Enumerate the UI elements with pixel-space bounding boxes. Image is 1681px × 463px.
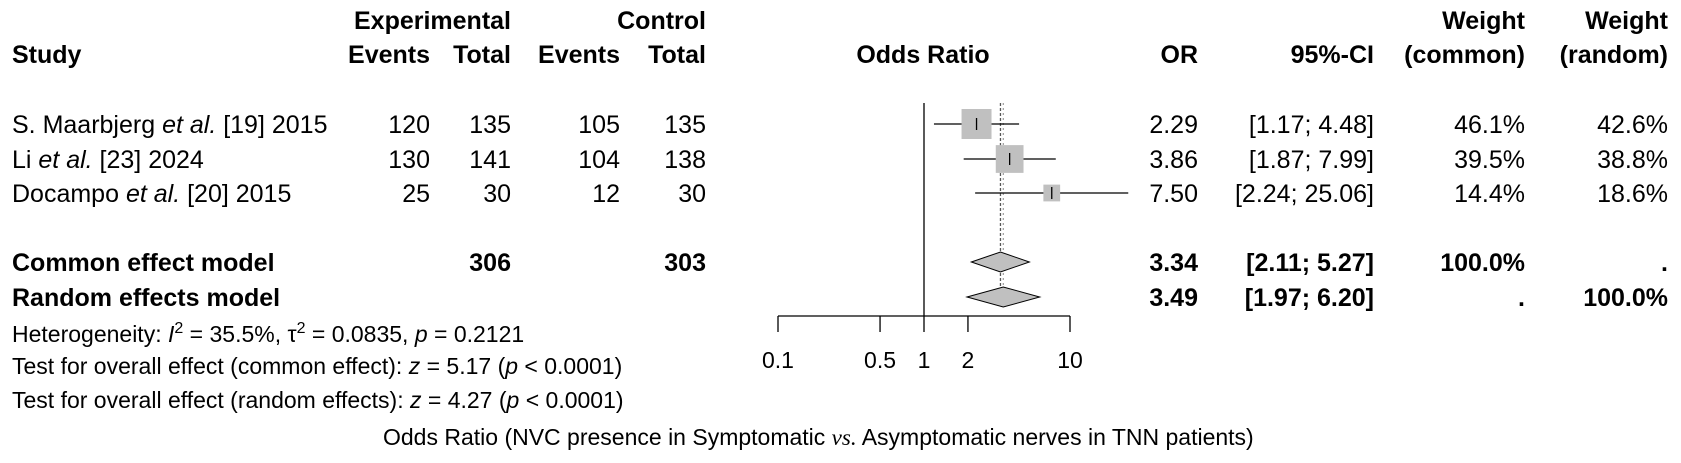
test-common-p: p [504, 353, 518, 379]
heterogeneity-text-a: Heterogeneity: [12, 321, 168, 347]
study-ref: [19] 2015 [216, 111, 327, 139]
study-events-control: 105 [578, 111, 620, 139]
model-weight-random-common: . [1661, 249, 1668, 277]
test-common-text-c: < 0.0001) [518, 353, 622, 379]
study-events-experimental: 130 [388, 146, 430, 174]
study-or: 2.29 [1149, 111, 1198, 139]
study-weight-random: 18.6% [1597, 180, 1668, 208]
study-author: Docampo [12, 180, 126, 208]
x-axis-label-vs: vs. [832, 425, 857, 450]
x-axis-label-a: Odds Ratio (NVC presence in Symptomatic [383, 424, 832, 450]
test-random-text-c: < 0.0001) [519, 387, 623, 413]
study-events-control: 12 [592, 180, 620, 208]
study-total-experimental: 135 [469, 111, 511, 139]
model-ci-random: [1.97; 6.20] [1245, 284, 1374, 312]
study-total-experimental: 30 [483, 180, 511, 208]
model-ci-common: [2.11; 5.27] [1246, 249, 1374, 277]
x-tick-label: 0.5 [864, 347, 896, 373]
study-name: Li et al. [23] 2024 [12, 146, 204, 174]
study-ci: [2.24; 25.06] [1235, 180, 1374, 208]
study-events-experimental: 25 [402, 180, 430, 208]
heterogeneity-text-b: = 35.5%, τ [183, 321, 296, 347]
heterogeneity-text-d: = 0.2121 [428, 321, 525, 347]
study-etal: et al. [126, 180, 180, 208]
study-name: Docampo et al. [20] 2015 [12, 180, 291, 208]
study-weight-common: 46.1% [1454, 111, 1525, 139]
model-or-random: 3.49 [1149, 284, 1198, 312]
study-weight-random: 38.8% [1597, 146, 1668, 174]
header-total-experimental: Total [453, 41, 511, 69]
pooled-diamond-random [965, 286, 1042, 308]
header-odds-ratio: Odds Ratio [856, 41, 989, 69]
model-weight-common-common: 100.0% [1440, 249, 1525, 277]
test-random-z: z [409, 387, 422, 413]
study-ci: [1.87; 7.99] [1249, 146, 1374, 174]
header-weight-common-line1: Weight [1442, 7, 1526, 35]
study-author: Li [12, 146, 38, 174]
test-common-note: Test for overall effect (common effect):… [12, 353, 622, 379]
study-or: 3.86 [1149, 146, 1198, 174]
model-total-control: 303 [664, 249, 706, 277]
study-etal: et al. [38, 146, 92, 174]
study-total-control: 138 [664, 146, 706, 174]
header-study: Study [12, 41, 82, 69]
header-events-experimental: Events [348, 41, 430, 69]
heterogeneity-i-symbol: I [168, 321, 175, 347]
study-events-control: 104 [578, 146, 620, 174]
study-total-experimental: 141 [469, 146, 511, 174]
header-control: Control [617, 7, 706, 35]
heterogeneity-note: Heterogeneity: I2 = 35.5%, τ2 = 0.0835, … [12, 320, 524, 347]
study-name: S. Maarbjerg et al. [19] 2015 [12, 111, 327, 139]
x-axis-label-b: Asymptomatic nerves in TNN patients) [857, 424, 1254, 450]
study-ref: [20] 2015 [180, 180, 291, 208]
x-tick-label: 10 [1057, 347, 1083, 373]
model-weight-random-random: 100.0% [1583, 284, 1668, 312]
heterogeneity-p-symbol: p [414, 321, 428, 347]
header-weight-random: (random) [1560, 41, 1668, 69]
study-rows: S. Maarbjerg et al. [19] 2015 120 135 105 13… [12, 111, 1668, 208]
model-label-random: Random effects model [12, 284, 280, 312]
heterogeneity-i-superscript: 2 [174, 320, 183, 337]
x-axis-label: Odds Ratio (NVC presence in Symptomatic … [383, 424, 1254, 450]
test-random-p: p [506, 387, 520, 413]
study-author: S. Maarbjerg [12, 111, 162, 139]
x-tick-label: 1 [918, 347, 931, 373]
study-ref: [23] 2024 [93, 146, 204, 174]
model-total-experimental: 306 [469, 249, 511, 277]
study-events-experimental: 120 [388, 111, 430, 139]
x-tick-label: 2 [962, 347, 975, 373]
header-experimental: Experimental [354, 7, 511, 35]
study-weight-random: 42.6% [1597, 111, 1668, 139]
model-rows: Common effect model 306 303 3.34 [2.11; 5.27… [12, 249, 1668, 312]
test-random-text-a: Test for overall effect (random effects)… [12, 387, 410, 413]
test-random-note: Test for overall effect (random effects)… [12, 387, 624, 413]
test-common-text-b: = 5.17 ( [420, 353, 505, 379]
model-or-common: 3.34 [1149, 249, 1198, 277]
study-total-control: 30 [678, 180, 706, 208]
plot-graphics: 0.1 0.5 1 2 10 [762, 103, 1129, 373]
test-common-text-a: Test for overall effect (common effect): [12, 353, 409, 379]
pooled-diamond-common [969, 251, 1031, 273]
test-random-text-b: = 4.27 ( [422, 387, 507, 413]
study-weight-common: 14.4% [1454, 180, 1525, 208]
header-total-control: Total [648, 41, 706, 69]
header-ci: 95%-CI [1291, 41, 1374, 69]
study-total-control: 135 [664, 111, 706, 139]
x-tick-label: 0.1 [762, 347, 794, 373]
model-weight-common-random: . [1518, 284, 1525, 312]
header-weight-common: (common) [1404, 41, 1525, 69]
heterogeneity-text-c: = 0.0835, [305, 321, 414, 347]
header-or: OR [1161, 41, 1199, 69]
study-or: 7.50 [1149, 180, 1198, 208]
header-events-control: Events [538, 41, 620, 69]
heterogeneity-tau-superscript: 2 [297, 320, 306, 337]
study-weight-common: 39.5% [1454, 146, 1525, 174]
header-weight-random-line1: Weight [1585, 7, 1669, 35]
test-common-z: z [408, 353, 421, 379]
study-ci: [1.17; 4.48] [1249, 111, 1374, 139]
model-label-common: Common effect model [12, 249, 275, 277]
study-etal: et al. [162, 111, 216, 139]
